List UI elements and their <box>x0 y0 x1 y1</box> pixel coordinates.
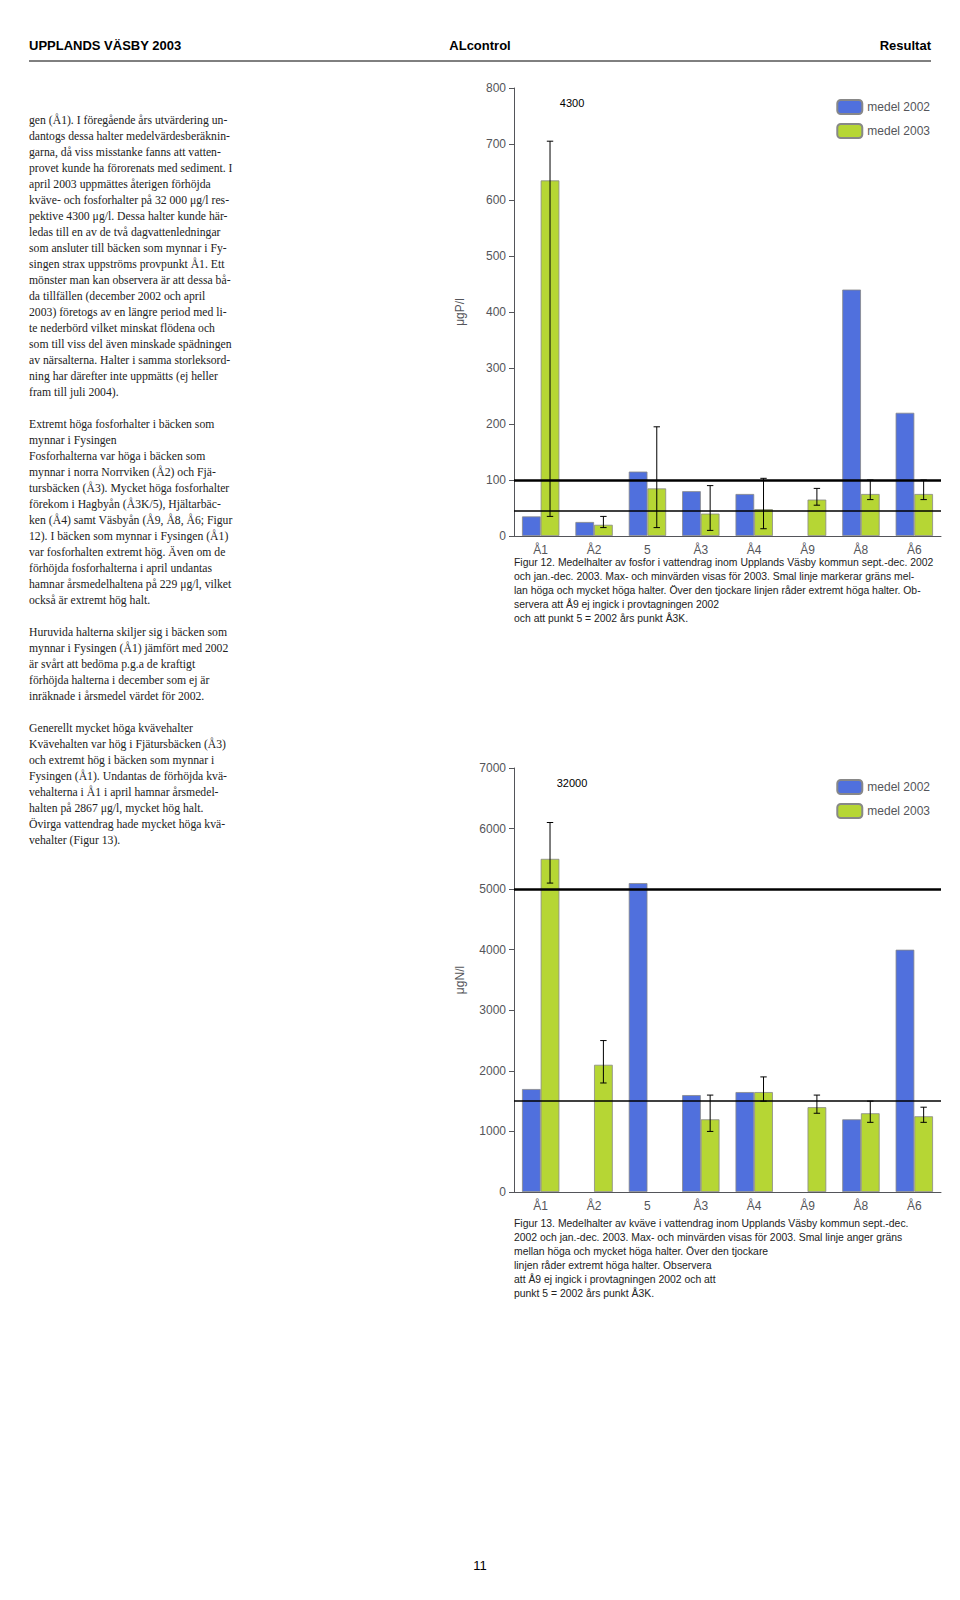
svg-text:och att punkt 5 = 2002 års pun: och att punkt 5 = 2002 års punkt Å3K. <box>514 612 688 624</box>
svg-text:Extremt höga fosforhalter i bä: Extremt höga fosforhalter i bäcken som <box>29 418 214 431</box>
svg-text:1000: 1000 <box>479 1124 506 1138</box>
svg-text:te nederbörd vilket minskat fl: te nederbörd vilket minskat flödena och <box>29 322 215 335</box>
svg-text:Resultat: Resultat <box>880 38 932 53</box>
svg-text:ken (Å4) samt Väsbyån (Å9, Å8,: ken (Å4) samt Väsbyån (Å9, Å8, Å6; Figur <box>29 513 232 527</box>
svg-text:11: 11 <box>473 1558 487 1573</box>
svg-text:som ansluter till bäcken som m: som ansluter till bäcken som mynnar i Fy… <box>29 242 227 255</box>
svg-text:0: 0 <box>499 529 506 543</box>
svg-text:också är extremt hög halt.: också är extremt hög halt. <box>29 594 150 607</box>
svg-text:var fosforhalten extremt hög.: var fosforhalten extremt hög. Även om de <box>29 545 225 559</box>
svg-text:är svårt att bedöma p.g.a de k: är svårt att bedöma p.g.a de kraftigt <box>29 658 196 671</box>
svg-text:medel 2002: medel 2002 <box>867 100 930 114</box>
svg-text:singen strax uppströms provpun: singen strax uppströms provpunkt Å1. Ett <box>29 257 225 271</box>
svg-text:dantogs dessa halter medelvärd: dantogs dessa halter medelvärdesberäknin… <box>29 130 230 143</box>
svg-text:förekom i Hagbyån (Å3K/5), Hjä: förekom i Hagbyån (Å3K/5), Hjältarbäc- <box>29 497 221 511</box>
svg-text:mynnar i Fysingen: mynnar i Fysingen <box>29 434 117 447</box>
svg-text:provet kunde ha förorenats med: provet kunde ha förorenats med sediment.… <box>29 162 233 175</box>
svg-text:vehalter (Figur 13).: vehalter (Figur 13). <box>29 834 120 847</box>
svg-text:da tillfällen (december 2002 o: da tillfällen (december 2002 och april <box>29 290 206 303</box>
svg-text:Å1: Å1 <box>533 542 548 557</box>
svg-text:12). I bäcken som mynnar i Fys: 12). I bäcken som mynnar i Fysingen (Å1) <box>29 529 228 543</box>
svg-text:linjen råder extremt höga halt: linjen råder extremt höga halter. Observ… <box>514 1260 712 1271</box>
svg-text:700: 700 <box>486 137 506 151</box>
svg-text:Å8: Å8 <box>854 1198 869 1213</box>
svg-text:2003) företogs av en längre pe: 2003) företogs av en längre period med l… <box>29 306 227 319</box>
svg-text:Å6: Å6 <box>907 542 922 557</box>
svg-text:mynnar i Fysingen (Å1) jämfört: mynnar i Fysingen (Å1) jämfört med 2002 <box>29 641 228 655</box>
svg-text:100: 100 <box>486 473 506 487</box>
svg-text:ALcontrol: ALcontrol <box>449 38 510 53</box>
svg-text:fram till juli 2004).: fram till juli 2004). <box>29 386 119 399</box>
svg-text:vehalterna i Å1 i april hamnar: vehalterna i Å1 i april hamnar årsmedel- <box>29 785 219 799</box>
svg-text:och extremt hög i bäcken som m: och extremt hög i bäcken som mynnar i <box>29 754 215 767</box>
svg-text:mellan höga och mycket höga ha: mellan höga och mycket höga halter. Över… <box>514 1246 768 1257</box>
svg-text:μgP/l: μgP/l <box>453 298 467 326</box>
svg-text:Å9: Å9 <box>800 1198 815 1213</box>
svg-text:Å2: Å2 <box>587 1198 602 1213</box>
svg-text:5: 5 <box>644 1199 651 1213</box>
svg-text:ledas till en av de två dagvat: ledas till en av de två dagvattenledning… <box>29 226 221 239</box>
svg-text:Figur 12. Medelhalter av fosfo: Figur 12. Medelhalter av fosfor i vatten… <box>514 557 936 568</box>
svg-text:servera att Å9 ej ingick i pro: servera att Å9 ej ingick i provtagningen… <box>514 598 719 610</box>
svg-text:ning har därefter inte uppmätt: ning har därefter inte uppmätts (ej hell… <box>29 370 218 383</box>
svg-text:Å9: Å9 <box>800 542 815 557</box>
svg-text:medel 2003: medel 2003 <box>867 124 930 138</box>
svg-text:tursbäcken (Å3). Mycket höga f: tursbäcken (Å3). Mycket höga fosforhalte… <box>29 481 229 495</box>
svg-text:medel 2002: medel 2002 <box>867 780 930 794</box>
svg-text:6000: 6000 <box>479 822 506 836</box>
svg-text:Å1: Å1 <box>533 1198 548 1213</box>
svg-text:Fosforhalterna var höga i bäck: Fosforhalterna var höga i bäcken som <box>29 450 205 463</box>
svg-text:600: 600 <box>486 193 506 207</box>
svg-text:att Å9 ej ingick i provtagning: att Å9 ej ingick i provtagningen 2002 oc… <box>514 1273 716 1285</box>
svg-text:0: 0 <box>499 1185 506 1199</box>
svg-text:4000: 4000 <box>479 943 506 957</box>
svg-text:2000: 2000 <box>479 1064 506 1078</box>
svg-text:4300: 4300 <box>560 97 584 109</box>
svg-text:gen (Å1). I föregående års utv: gen (Å1). I föregående års utvärdering u… <box>29 113 227 127</box>
svg-text:garna, då viss misstanke fanns: garna, då viss misstanke fanns att vatte… <box>29 146 221 159</box>
svg-text:Å8: Å8 <box>854 542 869 557</box>
svg-text:mönster man kan observera är a: mönster man kan observera är att dessa b… <box>29 274 231 287</box>
svg-text:500: 500 <box>486 249 506 263</box>
svg-text:halten på 2867 μg/l, mycket hö: halten på 2867 μg/l, mycket hög halt. <box>29 802 203 815</box>
svg-text:Huruvida halterna skiljer sig: Huruvida halterna skiljer sig i bäcken s… <box>29 626 227 639</box>
svg-text:μgN/l: μgN/l <box>453 966 467 994</box>
svg-text:lan höga och mycket höga halte: lan höga och mycket höga halter. Över de… <box>514 585 921 596</box>
svg-text:av närsalterna. Halter i samma: av närsalterna. Halter i samma storlekso… <box>29 354 230 367</box>
svg-text:Å4: Å4 <box>747 1198 762 1213</box>
svg-text:300: 300 <box>486 361 506 375</box>
svg-text:800: 800 <box>486 81 506 95</box>
svg-text:hamnar årsmedelhaltena på 229: hamnar årsmedelhaltena på 229 μg/l, vilk… <box>29 578 232 591</box>
svg-text:3000: 3000 <box>479 1003 506 1017</box>
svg-text:5000: 5000 <box>479 882 506 896</box>
svg-text:Å2: Å2 <box>587 542 602 557</box>
svg-text:inräknade i årsmedel värdet fö: inräknade i årsmedel värdet för 2002. <box>29 690 204 703</box>
svg-text:Kvävehalten var hög i Fjätursb: Kvävehalten var hög i Fjätursbäcken (Å3) <box>29 737 226 751</box>
svg-text:Å4: Å4 <box>747 542 762 557</box>
svg-text:2002 och jan.-dec. 2003. Max-: 2002 och jan.-dec. 2003. Max- och minvär… <box>514 1232 905 1243</box>
svg-text:Å3: Å3 <box>693 1198 708 1213</box>
svg-text:Å6: Å6 <box>907 1198 922 1213</box>
svg-text:och jan.-dec. 2003. Max- och m: och jan.-dec. 2003. Max- och minvärden v… <box>514 571 914 582</box>
svg-text:UPPLANDS VÄSBY 2003: UPPLANDS VÄSBY 2003 <box>29 38 181 53</box>
svg-text:200: 200 <box>486 417 506 431</box>
svg-text:medel 2003: medel 2003 <box>867 804 930 818</box>
svg-text:Å3: Å3 <box>693 542 708 557</box>
svg-text:pektive 4300 μg/l. Dessa halte: pektive 4300 μg/l. Dessa halter kunde hä… <box>29 210 228 223</box>
svg-text:som till viss del även minskad: som till viss del även minskade spädning… <box>29 338 232 351</box>
svg-text:förhöjda fosforhalterna i apri: förhöjda fosforhalterna i april undantas <box>29 562 212 575</box>
svg-text:Fysingen (Å1). Undantas de för: Fysingen (Å1). Undantas de förhöjda kvä- <box>29 769 227 783</box>
svg-text:kväve- och fosforhalter på 32: kväve- och fosforhalter på 32 000 μg/l r… <box>29 194 229 207</box>
svg-text:mynnar i norra Norrviken (Å2): mynnar i norra Norrviken (Å2) och Fjä- <box>29 465 216 479</box>
svg-text:punkt 5 = 2002 års punkt Å3K.: punkt 5 = 2002 års punkt Å3K. <box>514 1287 654 1299</box>
svg-text:5: 5 <box>644 543 651 557</box>
svg-text:Generellt mycket höga kvävehal: Generellt mycket höga kvävehalter <box>29 722 193 735</box>
svg-text:32000: 32000 <box>557 777 588 789</box>
svg-text:april 2003 uppmättes återigen: april 2003 uppmättes återigen förhöjda <box>29 178 212 191</box>
svg-text:7000: 7000 <box>479 761 506 775</box>
svg-text:Övirga vattendrag hade mycket: Övirga vattendrag hade mycket höga kvä- <box>29 817 225 831</box>
svg-text:400: 400 <box>486 305 506 319</box>
svg-text:förhöjda halterna i december s: förhöjda halterna i december som ej är <box>29 674 210 687</box>
svg-text:Figur 13. Medelhalter av kväve: Figur 13. Medelhalter av kväve i vattend… <box>514 1218 911 1229</box>
